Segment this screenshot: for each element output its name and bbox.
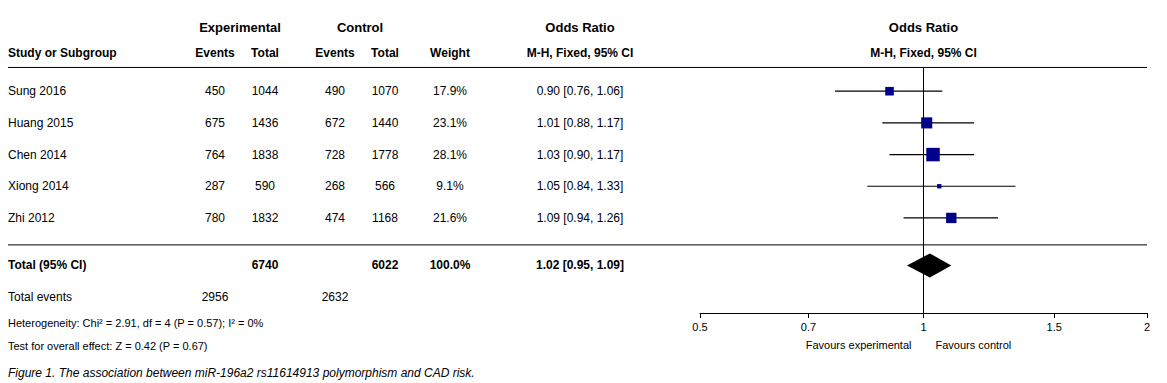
svg-text:6022: 6022 — [372, 258, 399, 272]
svg-text:1168: 1168 — [372, 211, 398, 225]
svg-text:1070: 1070 — [372, 84, 399, 98]
svg-text:Favours control: Favours control — [936, 339, 1012, 351]
svg-text:287: 287 — [205, 179, 225, 193]
svg-text:Total: Total — [251, 46, 279, 60]
svg-text:728: 728 — [325, 148, 345, 162]
svg-text:Events: Events — [315, 46, 355, 60]
svg-text:675: 675 — [205, 116, 225, 130]
svg-text:Events: Events — [195, 46, 235, 60]
svg-text:Odds Ratio: Odds Ratio — [545, 20, 614, 35]
svg-text:6740: 6740 — [252, 258, 279, 272]
svg-text:2: 2 — [1144, 321, 1150, 333]
svg-text:0.7: 0.7 — [801, 321, 816, 333]
svg-text:1: 1 — [920, 321, 926, 333]
svg-text:780: 780 — [205, 211, 225, 225]
svg-text:Figure 1. The association betw: Figure 1. The association between miR-19… — [8, 366, 475, 380]
svg-text:2956: 2956 — [202, 290, 229, 304]
svg-text:1778: 1778 — [372, 148, 399, 162]
svg-text:0.5: 0.5 — [692, 321, 707, 333]
svg-text:1440: 1440 — [372, 116, 399, 130]
svg-text:Huang 2015: Huang 2015 — [8, 116, 74, 130]
svg-text:1832: 1832 — [252, 211, 279, 225]
svg-text:Heterogeneity: Chi² = 2.91, df: Heterogeneity: Chi² = 2.91, df = 4 (P = … — [8, 317, 264, 329]
svg-text:0.90 [0.76, 1.06]: 0.90 [0.76, 1.06] — [537, 84, 624, 98]
svg-text:M-H, Fixed, 95% CI: M-H, Fixed, 95% CI — [527, 46, 634, 60]
svg-text:17.9%: 17.9% — [433, 84, 467, 98]
svg-text:268: 268 — [325, 179, 345, 193]
svg-text:1.09 [0.94, 1.26]: 1.09 [0.94, 1.26] — [537, 211, 624, 225]
svg-text:1044: 1044 — [252, 84, 279, 98]
svg-text:Study or Subgroup: Study or Subgroup — [8, 46, 117, 60]
svg-text:2632: 2632 — [322, 290, 349, 304]
svg-text:28.1%: 28.1% — [433, 148, 467, 162]
svg-text:672: 672 — [325, 116, 345, 130]
svg-text:1.02 [0.95, 1.09]: 1.02 [0.95, 1.09] — [536, 258, 624, 272]
svg-text:566: 566 — [375, 179, 395, 193]
svg-text:Chen 2014: Chen 2014 — [8, 148, 67, 162]
svg-text:23.1%: 23.1% — [433, 116, 467, 130]
svg-text:474: 474 — [325, 211, 345, 225]
svg-text:1.05 [0.84, 1.33]: 1.05 [0.84, 1.33] — [537, 179, 624, 193]
svg-text:Total (95% CI): Total (95% CI) — [8, 258, 86, 272]
svg-text:9.1%: 9.1% — [436, 179, 464, 193]
svg-text:Odds Ratio: Odds Ratio — [889, 20, 958, 35]
svg-text:Favours experimental: Favours experimental — [806, 339, 912, 351]
svg-text:Total events: Total events — [8, 290, 72, 304]
svg-text:Sung 2016: Sung 2016 — [8, 84, 66, 98]
svg-text:1838: 1838 — [252, 148, 279, 162]
svg-text:1.5: 1.5 — [1047, 321, 1062, 333]
svg-text:Experimental: Experimental — [199, 20, 281, 35]
svg-text:Control: Control — [337, 20, 383, 35]
svg-text:1436: 1436 — [252, 116, 279, 130]
svg-text:490: 490 — [325, 84, 345, 98]
svg-text:1.01 [0.88, 1.17]: 1.01 [0.88, 1.17] — [537, 116, 624, 130]
svg-text:Zhi 2012: Zhi 2012 — [8, 211, 55, 225]
svg-text:M-H, Fixed, 95% CI: M-H, Fixed, 95% CI — [870, 46, 977, 60]
svg-text:Total: Total — [371, 46, 399, 60]
svg-text:1.03 [0.90, 1.17]: 1.03 [0.90, 1.17] — [537, 148, 624, 162]
svg-text:Xiong 2014: Xiong 2014 — [8, 179, 69, 193]
svg-text:764: 764 — [205, 148, 225, 162]
svg-text:21.6%: 21.6% — [433, 211, 467, 225]
svg-text:450: 450 — [205, 84, 225, 98]
svg-text:Weight: Weight — [430, 46, 470, 60]
svg-text:100.0%: 100.0% — [430, 258, 471, 272]
svg-text:590: 590 — [255, 179, 275, 193]
svg-text:Test for overall effect: Z = 0: Test for overall effect: Z = 0.42 (P = 0… — [8, 340, 208, 352]
